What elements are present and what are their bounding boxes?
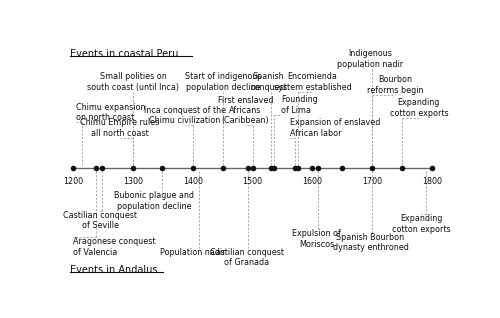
Text: Expanding
cotton exports: Expanding cotton exports — [390, 98, 448, 118]
Text: Bubonic plague and
population decline: Bubonic plague and population decline — [114, 191, 194, 211]
Text: Aragonese conquest
of Valencia: Aragonese conquest of Valencia — [74, 237, 156, 257]
Text: Spanish Bourbon
dynasty enthroned: Spanish Bourbon dynasty enthroned — [332, 232, 408, 252]
Text: Bourbon
reforms begin: Bourbon reforms begin — [366, 75, 423, 95]
Text: First enslaved
Africans
(Caribbean): First enslaved Africans (Caribbean) — [218, 96, 273, 125]
Text: 1700: 1700 — [362, 177, 382, 186]
Text: Expulsion of
Moriscos: Expulsion of Moriscos — [292, 230, 341, 249]
Text: 1400: 1400 — [183, 177, 203, 186]
Text: Expanding
cotton exports: Expanding cotton exports — [392, 214, 450, 233]
Text: Expansion of enslaved
African labor: Expansion of enslaved African labor — [290, 118, 380, 138]
Text: Events in coastal Peru: Events in coastal Peru — [70, 49, 178, 59]
Text: 1500: 1500 — [242, 177, 262, 186]
Text: Spanish
conquest: Spanish conquest — [250, 72, 287, 92]
Text: 1800: 1800 — [422, 177, 442, 186]
Text: Castilian conquest
of Granada: Castilian conquest of Granada — [210, 248, 284, 267]
Text: Chimu expansion
on north coast: Chimu expansion on north coast — [76, 103, 146, 122]
Text: 1600: 1600 — [302, 177, 322, 186]
Text: Start of indigenous
population decline: Start of indigenous population decline — [184, 72, 261, 92]
Text: Castilian conquest
of Seville: Castilian conquest of Seville — [63, 211, 137, 231]
Text: Founding
of Lima: Founding of Lima — [282, 95, 318, 115]
Text: Small polities on
south coast (until Inca): Small polities on south coast (until Inc… — [87, 72, 179, 92]
Text: Indigenous
population nadir: Indigenous population nadir — [338, 49, 404, 69]
Text: Population nadir: Population nadir — [160, 248, 226, 257]
Text: 1300: 1300 — [123, 177, 143, 186]
Text: 1200: 1200 — [63, 177, 84, 186]
Text: Inca conquest of the
Chimu civilization: Inca conquest of the Chimu civilization — [144, 106, 226, 125]
Text: Chimu Empire rules
all north coast: Chimu Empire rules all north coast — [80, 118, 160, 138]
Text: Events in Andalus: Events in Andalus — [70, 265, 157, 275]
Text: Encomienda
system established: Encomienda system established — [274, 72, 351, 92]
